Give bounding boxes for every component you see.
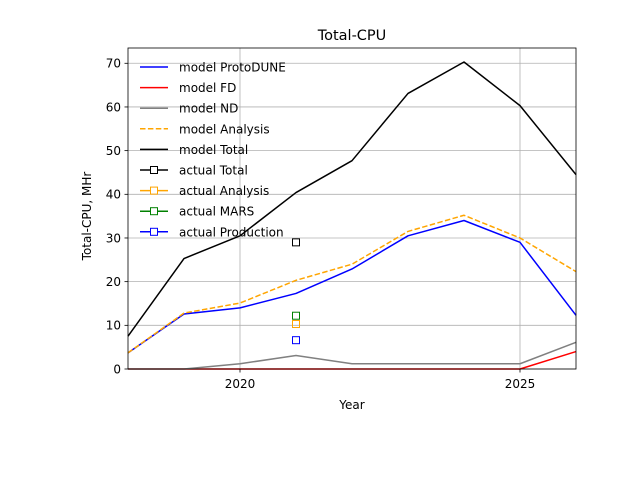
legend-label: model FD <box>179 81 236 95</box>
data-point-marker <box>292 320 300 329</box>
y-tick-label: 70 <box>106 57 121 71</box>
legend-marker <box>150 166 158 174</box>
legend-label: model ProtoDUNE <box>179 61 286 75</box>
y-tick-label: 0 <box>113 362 121 376</box>
data-point-marker <box>292 311 300 320</box>
series-line <box>127 219 577 354</box>
legend-label: actual Production <box>179 225 284 239</box>
x-axis-label: Year <box>338 398 364 412</box>
chart-title: Total-CPU <box>317 28 387 44</box>
x-tick-label: 2020 <box>225 377 256 391</box>
series-line <box>127 61 577 337</box>
y-tick-label: 40 <box>106 188 121 202</box>
legend-label: actual Total <box>179 164 248 178</box>
y-tick-label: 20 <box>106 275 121 289</box>
legend-label: actual MARS <box>179 205 254 219</box>
legend-marker <box>150 227 158 236</box>
series-line <box>127 214 577 354</box>
y-axis-label: Total-CPU, MHr <box>80 172 94 262</box>
y-tick-label: 60 <box>106 100 121 114</box>
legend-label: model Total <box>179 143 248 157</box>
data-point-marker <box>292 238 300 247</box>
legend-marker <box>150 186 158 195</box>
legend-label: model Analysis <box>179 122 270 136</box>
x-tick-label: 2025 <box>505 377 536 391</box>
axes: 2020 2025 0 10 20 30 40 50 60 70 <box>106 47 577 391</box>
legend: model ProtoDUNE model FD model ND model Ana… <box>140 61 286 239</box>
y-tick-label: 10 <box>106 319 121 333</box>
legend-label: actual Analysis <box>179 184 269 198</box>
y-tick-label: 30 <box>106 231 121 245</box>
plot-frame <box>127 47 577 370</box>
legend-marker <box>150 207 158 216</box>
data-point-marker <box>292 336 300 345</box>
y-tick-label: 50 <box>106 144 121 158</box>
series-line <box>128 341 577 370</box>
legend-label: model ND <box>179 102 238 116</box>
